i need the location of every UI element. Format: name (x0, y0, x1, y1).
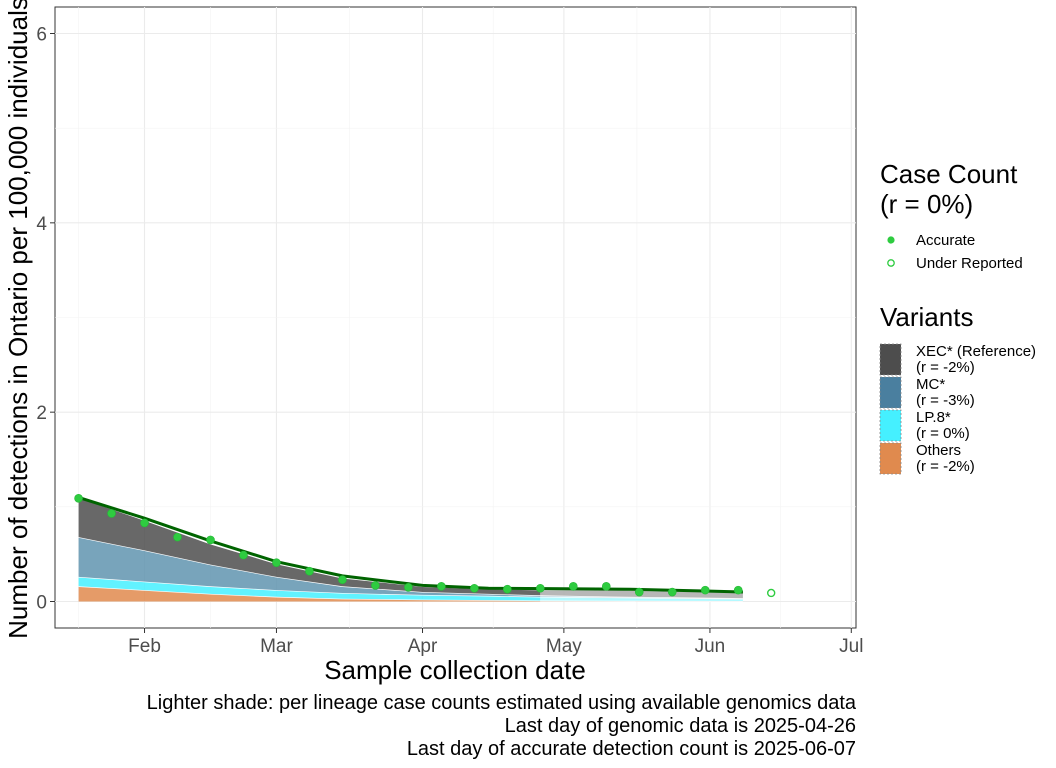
legend-variant-label: (r = 0%) (916, 425, 970, 442)
caption-line-genomic: Last day of genomic data is 2025-04-26 (505, 715, 856, 737)
y-tick-label: 4 (36, 214, 47, 235)
point-accurate (272, 558, 281, 567)
legend-variant-label: LP.8* (916, 409, 951, 426)
legend-variant-label: XEC* (Reference) (916, 343, 1036, 360)
y-axis: 0 2 4 6 (36, 25, 55, 613)
legend-case-label: Under Reported (916, 255, 1023, 272)
x-axis-title: Sample collection date (324, 655, 586, 685)
point-accurate (470, 583, 479, 593)
point-accurate (601, 582, 611, 591)
legend-variant-label: Others (916, 442, 961, 459)
point-accurate (667, 587, 677, 597)
legend-variant-label: (r = -2%) (916, 458, 975, 475)
point-accurate (700, 585, 710, 595)
legend-variant-swatch (879, 376, 902, 409)
legend-case-title: Case Count (880, 159, 1018, 189)
point-accurate (536, 583, 545, 593)
point-accurate (140, 518, 149, 528)
legend-variant-label: (r = -3%) (916, 392, 975, 409)
x-tick-label: Jul (839, 636, 863, 657)
point-accurate (305, 566, 314, 576)
point-accurate (503, 584, 512, 594)
area-others (78, 586, 541, 602)
x-tick-label: Jun (695, 636, 726, 657)
legend-variant-swatch (879, 409, 902, 442)
trend-line-group (78, 495, 743, 594)
variant-areas (78, 496, 743, 602)
point-accurate (173, 532, 182, 542)
caption-line-shade: Lighter shade: per lineage case counts e… (147, 692, 857, 714)
point-accurate (107, 509, 116, 518)
point-accurate (206, 535, 215, 545)
point-accurate (74, 494, 83, 503)
x-tick-label: Mar (260, 636, 293, 657)
point-accurate (371, 581, 380, 590)
legend-case-label: Accurate (916, 232, 975, 249)
x-tick-label: May (546, 636, 582, 657)
area-mc- (78, 537, 541, 597)
legend-variant-label: MC* (916, 376, 945, 393)
legend-accurate-marker (887, 236, 895, 244)
legend-variant-label: (r = -2%) (916, 359, 975, 376)
legend-case-count: Case Count(r = 0%) Accurate Under Reported (880, 159, 1023, 272)
point-accurate (437, 582, 446, 591)
case-points (74, 494, 776, 598)
area-lp-8- (78, 576, 541, 601)
legend-variants-title: Variants (880, 302, 973, 332)
legend-variant-swatch (879, 343, 902, 376)
x-tick-label: Apr (408, 636, 438, 657)
caption-line-detection: Last day of accurate detection count is … (407, 738, 856, 760)
x-axis: Feb Mar Apr May Jun Jul (128, 628, 863, 657)
y-tick-label: 0 (36, 592, 47, 613)
y-tick-label: 2 (36, 403, 47, 424)
point-under-reported (766, 588, 776, 598)
point-accurate (404, 582, 413, 592)
point-accurate (634, 587, 644, 597)
legend-variant-swatch (879, 442, 902, 475)
trend-line (78, 495, 743, 594)
point-accurate (733, 585, 743, 595)
y-tick-label: 6 (36, 25, 47, 46)
point-accurate (338, 575, 347, 585)
legend-under-reported-marker (887, 259, 895, 267)
caption: Lighter shade: per lineage case counts e… (147, 692, 857, 760)
point-accurate (568, 582, 578, 591)
area-xec-reference- (78, 497, 541, 596)
legend-case-title: (r = 0%) (880, 189, 973, 219)
point-accurate (239, 550, 248, 560)
x-tick-label: Feb (128, 636, 161, 657)
y-axis-title: Number of detections in Ontario per 100,… (3, 0, 33, 639)
